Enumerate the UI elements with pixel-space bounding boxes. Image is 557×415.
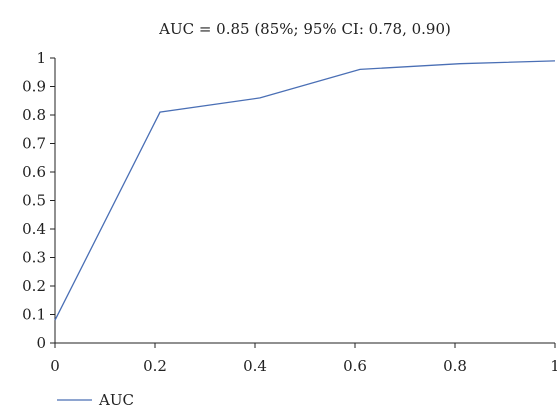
y-tick-label: 0.8 [22, 106, 46, 124]
x-axis-ticks: 0 0.2 0.4 0.6 0.8 1 [50, 343, 557, 375]
chart-title: AUC = 0.85 (85%; 95% CI: 0.78, 0.90) [158, 20, 451, 38]
y-tick-label: 0.7 [22, 135, 46, 153]
y-tick-label: 0.6 [22, 163, 46, 181]
x-tick-label: 1 [550, 357, 557, 375]
y-axis-ticks: 0 0.1 0.2 0.3 0.4 0.5 0.6 0.7 0.8 0.9 1 [22, 49, 55, 352]
legend: AUC [57, 391, 134, 409]
x-tick-label: 0.2 [143, 357, 167, 375]
x-tick-label: 0 [50, 357, 60, 375]
x-tick-label: 0.6 [343, 357, 367, 375]
y-tick-label: 0.3 [22, 249, 46, 267]
series-line-auc [54, 60, 556, 321]
y-tick-label: 0.2 [22, 277, 46, 295]
y-tick-label: 1 [36, 49, 46, 67]
y-tick-label: 0.4 [22, 220, 46, 238]
y-tick-label: 0.1 [22, 306, 46, 324]
y-tick-label: 0.5 [22, 192, 46, 210]
x-tick-label: 0.8 [443, 357, 467, 375]
y-tick-label: 0.9 [22, 78, 46, 96]
x-tick-label: 0.4 [243, 357, 267, 375]
y-tick-label: 0 [36, 334, 46, 352]
series-layer [54, 60, 556, 321]
legend-label: AUC [98, 391, 134, 409]
